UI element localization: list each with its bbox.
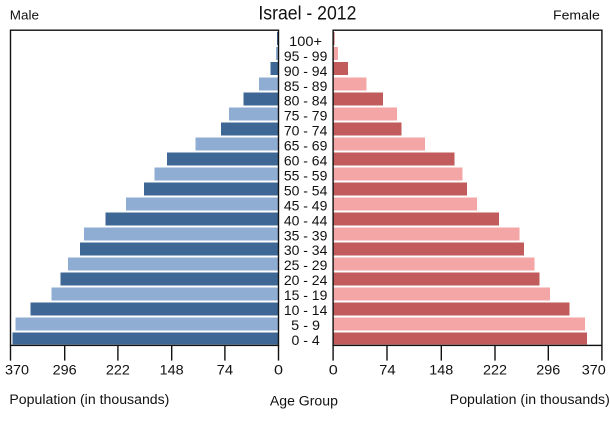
svg-text:35 - 39: 35 - 39 <box>284 228 328 243</box>
svg-text:45 - 49: 45 - 49 <box>284 198 328 213</box>
svg-text:370: 370 <box>5 362 29 378</box>
svg-text:80 - 84: 80 - 84 <box>284 94 328 109</box>
svg-text:70 - 74: 70 - 74 <box>284 124 328 139</box>
svg-text:148: 148 <box>429 362 453 378</box>
svg-text:95 - 99: 95 - 99 <box>284 49 328 64</box>
svg-text:65 - 69: 65 - 69 <box>284 139 328 154</box>
svg-text:75 - 79: 75 - 79 <box>284 109 328 124</box>
svg-text:15 - 19: 15 - 19 <box>284 288 328 303</box>
svg-text:370: 370 <box>582 362 606 378</box>
svg-text:20 - 24: 20 - 24 <box>284 273 328 288</box>
svg-text:30 - 34: 30 - 34 <box>284 243 328 258</box>
svg-text:222: 222 <box>106 362 130 378</box>
svg-text:0: 0 <box>274 362 283 378</box>
svg-text:Male: Male <box>10 8 39 23</box>
svg-text:40 - 44: 40 - 44 <box>284 213 328 228</box>
svg-text:25 - 29: 25 - 29 <box>284 258 328 273</box>
svg-text:50 - 54: 50 - 54 <box>284 183 328 198</box>
svg-text:5 - 9: 5 - 9 <box>291 318 320 333</box>
svg-text:90 - 94: 90 - 94 <box>284 64 328 79</box>
svg-text:Age Group: Age Group <box>270 393 338 408</box>
svg-text:60 - 64: 60 - 64 <box>284 154 328 169</box>
svg-text:74: 74 <box>379 362 396 378</box>
svg-text:222: 222 <box>483 362 507 378</box>
svg-text:296: 296 <box>536 362 560 378</box>
svg-text:0 - 4: 0 - 4 <box>292 333 321 348</box>
svg-text:100+: 100+ <box>289 34 322 49</box>
svg-text:0: 0 <box>329 362 338 378</box>
svg-text:Population (in thousands): Population (in thousands) <box>450 392 610 407</box>
svg-text:85 - 89: 85 - 89 <box>284 79 328 94</box>
svg-text:55 - 59: 55 - 59 <box>284 168 328 183</box>
svg-text:74: 74 <box>217 362 234 378</box>
svg-text:Female: Female <box>553 8 600 23</box>
svg-text:Population (in thousands): Population (in thousands) <box>9 392 169 407</box>
svg-text:Israel - 2012: Israel - 2012 <box>258 4 356 25</box>
svg-text:148: 148 <box>160 362 184 378</box>
svg-text:296: 296 <box>53 362 77 378</box>
svg-text:10 - 14: 10 - 14 <box>284 303 328 318</box>
